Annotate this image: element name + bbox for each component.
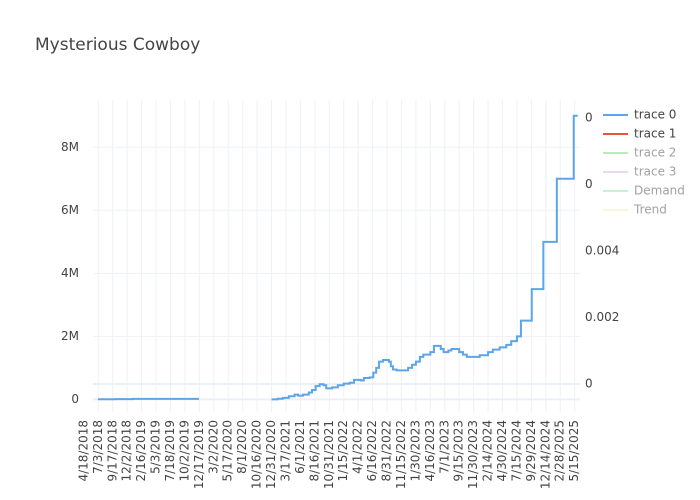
legend-label[interactable]: trace 2 bbox=[634, 146, 676, 160]
y2-tick-label: 0.004 bbox=[585, 244, 619, 258]
x-tick-label: 8/31/2022 bbox=[380, 420, 394, 482]
x-tick-label: 1/15/2022 bbox=[336, 420, 350, 482]
x-tick-label: 4/30/2024 bbox=[495, 420, 509, 482]
x-tick-label: 9/15/2023 bbox=[452, 420, 466, 482]
legend-label[interactable]: Demand bbox=[634, 184, 685, 198]
y2-tick-label: 0 bbox=[585, 377, 593, 391]
x-tick-label: 12/14/2024 bbox=[538, 420, 552, 489]
x-tick-label: 12/31/2020 bbox=[264, 420, 278, 489]
x-tick-label: 12/2/2018 bbox=[120, 420, 134, 482]
x-tick-label: 5/3/2019 bbox=[149, 420, 163, 474]
legend: trace 0 trace 1 trace 2 trace 3 Demand Trend bbox=[592, 104, 700, 220]
x-tick-label: 4/16/2023 bbox=[423, 420, 437, 482]
x-tick-label: 8/16/2021 bbox=[307, 420, 321, 482]
legend-label[interactable]: trace 1 bbox=[634, 127, 676, 141]
legend-label[interactable]: Trend bbox=[633, 203, 667, 217]
x-tick-label: 12/17/2019 bbox=[192, 420, 206, 489]
x-tick-label: 1/30/2023 bbox=[408, 420, 422, 482]
y-tick-label: 8M bbox=[61, 140, 79, 154]
x-tick-label: 2/16/2019 bbox=[134, 420, 148, 482]
x-tick-label: 6/16/2022 bbox=[365, 420, 379, 482]
x-tick-label: 7/3/2018 bbox=[91, 420, 105, 474]
y2-tick-label: 0.002 bbox=[585, 310, 619, 324]
x-tick-label: 4/1/2022 bbox=[351, 420, 365, 474]
chart-title: Mysterious Cowboy bbox=[35, 35, 200, 55]
x-tick-label: 7/18/2019 bbox=[163, 420, 177, 482]
x-tick-label: 8/1/2020 bbox=[235, 420, 249, 474]
y-tick-label: 2M bbox=[61, 329, 79, 343]
y-tick-label: 6M bbox=[61, 203, 79, 217]
x-tick-label: 10/16/2020 bbox=[250, 420, 264, 489]
x-tick-label: 10/31/2021 bbox=[322, 420, 336, 489]
x-tick-label: 3/17/2021 bbox=[278, 420, 292, 482]
x-tick-label: 11/15/2022 bbox=[394, 420, 408, 489]
legend-label[interactable]: trace 3 bbox=[634, 165, 676, 179]
x-tick-label: 11/30/2023 bbox=[466, 420, 480, 489]
x-tick-label: 9/17/2018 bbox=[105, 420, 119, 482]
x-tick-label: 5/15/2025 bbox=[567, 420, 581, 482]
x-tick-label: 5/17/2020 bbox=[221, 420, 235, 482]
x-tick-label: 7/15/2024 bbox=[509, 420, 523, 482]
x-tick-label: 7/1/2023 bbox=[437, 420, 451, 474]
x-tick-label: 4/18/2018 bbox=[76, 420, 90, 482]
x-tick-label: 2/28/2025 bbox=[553, 420, 567, 482]
legend-background bbox=[592, 104, 700, 220]
x-tick-label: 9/29/2024 bbox=[524, 420, 538, 482]
y-tick-label: 4M bbox=[61, 266, 79, 280]
x-tick-label: 6/1/2021 bbox=[293, 420, 307, 474]
series-line bbox=[271, 114, 578, 401]
x-tick-label: 2/14/2024 bbox=[481, 420, 495, 482]
y-tick-label: 0 bbox=[71, 392, 79, 406]
x-tick-label: 3/2/2020 bbox=[206, 420, 220, 474]
legend-label[interactable]: trace 0 bbox=[634, 108, 676, 122]
x-tick-label: 10/2/2019 bbox=[177, 420, 191, 482]
